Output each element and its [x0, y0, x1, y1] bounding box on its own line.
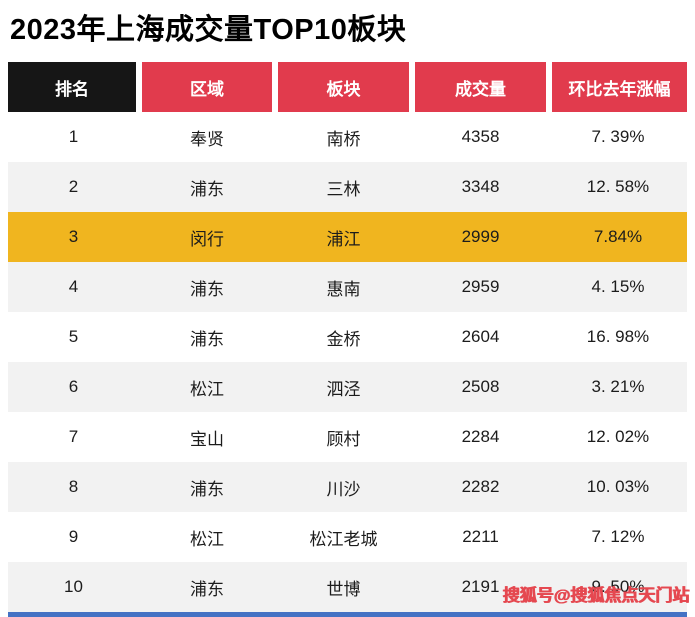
cell-block: 川沙	[326, 479, 361, 499]
table-row: 10 浦东 世博 2191 9. 50%	[8, 562, 687, 612]
cell-change: 4. 15%	[591, 277, 645, 296]
watermark: 搜狐号@搜狐焦点天门站	[502, 586, 689, 605]
column-header-volume: 成交量	[412, 62, 549, 112]
cell-region: 松江	[190, 529, 224, 549]
column-header-region: 区域	[139, 62, 275, 112]
cell-rank: 5	[68, 327, 79, 346]
cell-block: 松江老城	[309, 529, 378, 549]
cell-volume: 2211	[462, 527, 499, 546]
cell-block: 南桥	[326, 129, 361, 149]
cell-region: 浦东	[190, 329, 224, 349]
table-row: 5 浦东 金桥 2604 16. 98%	[8, 312, 687, 362]
cell-change: 3. 21%	[591, 377, 645, 396]
cell-region: 闵行	[190, 229, 224, 249]
cell-volume: 2282	[461, 477, 500, 496]
cell-volume: 2508	[461, 377, 500, 396]
cell-block: 惠南	[326, 279, 361, 299]
table-row: 6 松江 泗泾 2508 3. 21%	[8, 362, 687, 412]
table-row: 8 浦东 川沙 2282 10. 03%	[8, 462, 687, 512]
column-header-block: 板块	[275, 62, 412, 112]
table-row: 2 浦东 三林 3348 12. 58%	[8, 162, 687, 212]
cell-change: 7. 12%	[591, 527, 645, 546]
cell-rank: 9	[68, 527, 79, 546]
cell-change: 12. 02%	[586, 427, 650, 446]
table-row: 1 奉贤 南桥 4358 7. 39%	[8, 112, 687, 162]
table-header-row: 排名 区域 板块 成交量 环比去年涨幅	[8, 62, 687, 112]
cell-rank: 2	[68, 177, 79, 196]
cell-volume: 4358	[461, 127, 500, 146]
cell-rank: 6	[68, 377, 79, 396]
cell-volume: 2999	[461, 227, 500, 246]
cell-region: 浦东	[190, 179, 224, 199]
cell-block: 世博	[326, 579, 361, 599]
cell-change: 9. 50%	[591, 577, 645, 596]
cell-region: 宝山	[190, 429, 224, 449]
cell-change: 16. 98%	[586, 327, 650, 346]
cell-rank: 4	[68, 277, 79, 296]
cell-block: 三林	[326, 179, 361, 199]
cell-block: 浦江	[326, 229, 361, 249]
cell-block: 泗泾	[326, 379, 361, 399]
table-body: 1 奉贤 南桥 4358 7. 39% 2 浦东 三林 3348 12. 58% 3 闵行 浦江 2999…	[8, 112, 687, 612]
column-header-change: 环比去年涨幅	[549, 62, 687, 112]
cell-region: 浦东	[190, 279, 224, 299]
cell-rank: 10	[64, 577, 83, 596]
cell-region: 浦东	[190, 479, 224, 499]
cell-region: 松江	[190, 379, 224, 399]
cell-rank: 1	[68, 127, 79, 146]
cell-rank: 8	[68, 477, 79, 496]
cell-region: 浦东	[190, 579, 224, 599]
cell-volume: 2604	[461, 327, 500, 346]
cell-change: 10. 03%	[586, 477, 650, 496]
cell-change: 12. 58%	[586, 177, 650, 196]
cell-volume: 2959	[461, 277, 500, 296]
cell-rank: 7	[68, 427, 79, 446]
table-row: 9 松江 松江老城 2211 7. 12%	[8, 512, 687, 562]
cell-region: 奉贤	[190, 129, 224, 149]
page-title: 2023年上海成交量TOP10板块	[10, 14, 407, 46]
table-row: 4 浦东 惠南 2959 4. 15%	[8, 262, 687, 312]
table-row: 3 闵行 浦江 2999 7.84%	[8, 212, 687, 262]
top10-table: 排名 区域 板块 成交量 环比去年涨幅 1 奉贤 南桥 4358 7. 39% 2 浦东 三林…	[8, 62, 687, 612]
cell-volume: 2191	[461, 577, 500, 596]
cell-change: 7. 39%	[591, 127, 645, 146]
bottom-blue-bar	[8, 612, 687, 617]
cell-rank: 3	[68, 227, 79, 246]
table-row: 7 宝山 顾村 2284 12. 02%	[8, 412, 687, 462]
cell-block: 金桥	[326, 329, 361, 349]
cell-volume: 2284	[461, 427, 500, 446]
cell-change: 7.84%	[593, 227, 643, 246]
cell-block: 顾村	[326, 429, 361, 449]
cell-volume: 3348	[461, 177, 500, 196]
column-header-rank: 排名	[8, 62, 139, 112]
